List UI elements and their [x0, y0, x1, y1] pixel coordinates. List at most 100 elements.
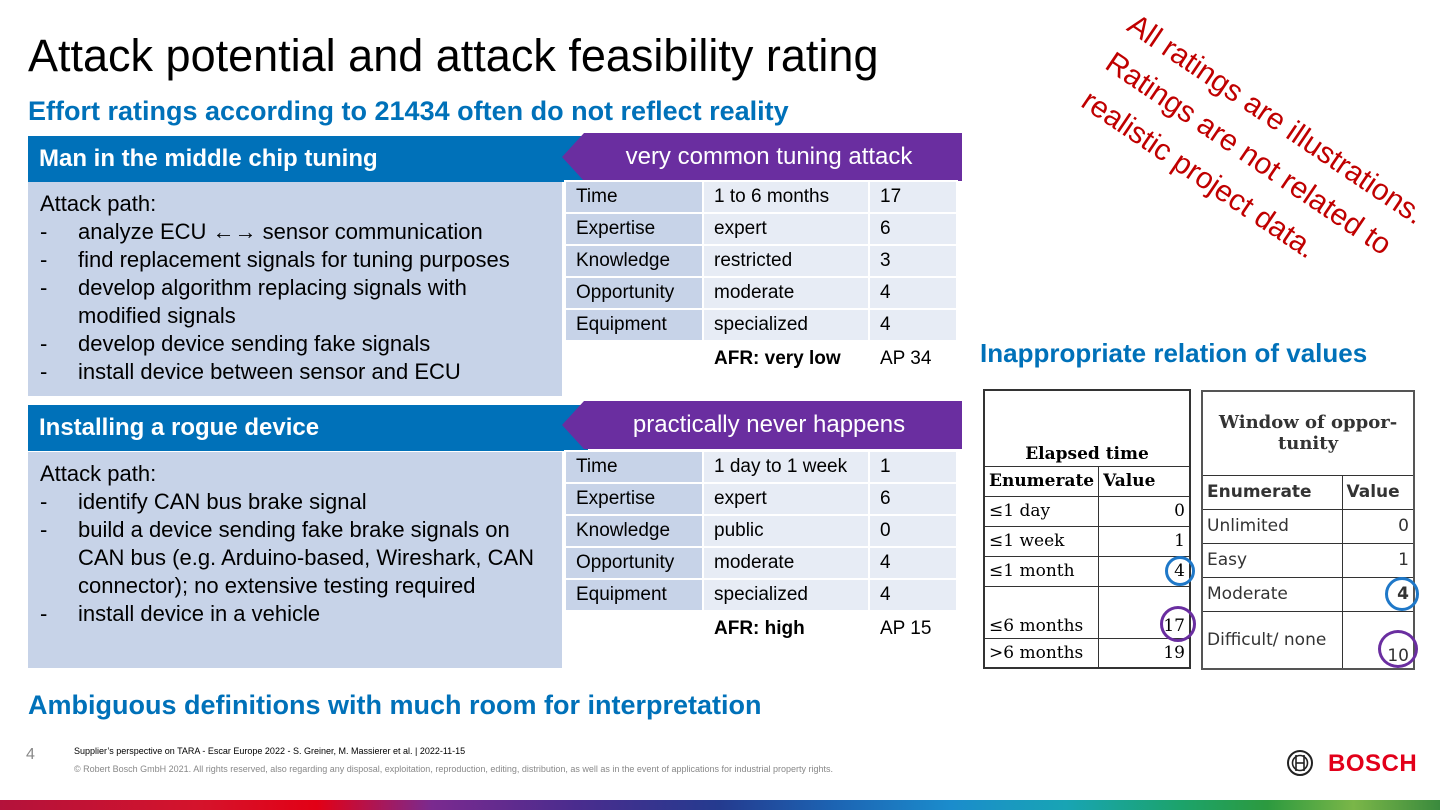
afr-value: AFR: high [702, 610, 870, 648]
table-row: Equipment specialized 4 [564, 578, 958, 612]
row-value: moderate [702, 546, 870, 580]
value-cell: 19 [1098, 637, 1191, 669]
highlight-circle [1160, 606, 1196, 642]
attack-path-label: Attack path: [40, 191, 157, 216]
attack-step: install device in a vehicle [40, 600, 550, 628]
scenario-2-title: Installing a rogue device [28, 405, 588, 451]
bosch-wordmark: BOSCH [1328, 750, 1418, 777]
elapsed-time-table: Elapsed time Enumerate Value ≤1 day 0 ≤1 w… [983, 389, 1191, 669]
value-cell: 1 [1341, 542, 1415, 578]
subheadline: Effort ratings according to 21434 often … [28, 96, 789, 126]
row-label: Opportunity [564, 276, 704, 310]
right-headline: Inappropriate relation of values [980, 338, 1368, 368]
row-value: moderate [702, 276, 870, 310]
enum-cell: Easy [1201, 542, 1343, 578]
enum-cell: ≤1 month [983, 555, 1100, 587]
scenario-1-title: Man in the middle chip tuning [28, 136, 588, 182]
table-row: Opportunity moderate 4 [564, 276, 958, 310]
row-number: 1 [868, 450, 958, 484]
value-cell: 1 [1098, 525, 1191, 557]
attack-step: develop algorithm replacing signals with… [40, 274, 550, 330]
row-label: Knowledge [564, 244, 704, 278]
enum-cell: >6 months [983, 637, 1100, 669]
row-number: 4 [868, 578, 958, 612]
row-number: 4 [868, 276, 958, 310]
row-value: 1 day to 1 week [702, 450, 870, 484]
row-value: expert [702, 212, 870, 246]
row-number: 4 [868, 546, 958, 580]
page-number: 4 [26, 746, 35, 763]
row-label: Expertise [564, 212, 704, 246]
row-number: 0 [868, 514, 958, 548]
row-number: 4 [868, 308, 958, 342]
bottom-headline: Ambiguous definitions with much room for… [28, 690, 762, 720]
scenario-2-attack-path: Attack path: identify CAN bus brake sign… [28, 452, 562, 668]
afr-row: AFR: very low AP 34 [564, 340, 958, 378]
row-value: specialized [702, 578, 870, 612]
col-header: Enumerate [1201, 474, 1343, 510]
attack-step: install device between sensor and ECU [40, 358, 550, 386]
highlight-circle [1385, 577, 1419, 611]
attack-path-label: Attack path: [40, 461, 157, 486]
enum-cell: Difficult/ none [1201, 610, 1343, 670]
scenario-1-attack-path: Attack path: analyze ECU ←→ sensor commu… [28, 182, 562, 396]
elapsed-time-title: Elapsed time [983, 389, 1191, 467]
scenario-2-rating-table: Time 1 day to 1 week 1 Expertise expert 6 Kn… [564, 450, 958, 648]
value-cell: 0 [1341, 508, 1415, 544]
table-row: Equipment specialized 4 [564, 308, 958, 342]
enum-cell: ≤1 week [983, 525, 1100, 557]
empty-cell [564, 340, 704, 378]
table-row: Time 1 day to 1 week 1 [564, 450, 958, 484]
scenario-2-tag: practically never happens [562, 401, 962, 449]
row-value: restricted [702, 244, 870, 278]
scenario-1-tag: very common tuning attack [562, 133, 962, 181]
row-number: 6 [868, 212, 958, 246]
attack-step: identify CAN bus brake signal [40, 488, 550, 516]
row-label: Equipment [564, 308, 704, 342]
row-label: Time [564, 180, 704, 214]
enum-cell: Unlimited [1201, 508, 1343, 544]
window-of-opportunity-table: Window of oppor- tunity Enumerate Value U… [1201, 390, 1415, 670]
enum-cell: ≤6 months [983, 585, 1100, 639]
ap-value: AP 34 [868, 340, 958, 378]
row-label: Time [564, 450, 704, 484]
row-value: specialized [702, 308, 870, 342]
row-number: 17 [868, 180, 958, 214]
afr-row: AFR: high AP 15 [564, 610, 958, 648]
row-value: public [702, 514, 870, 548]
bosch-logo-icon [1286, 749, 1314, 777]
enum-cell: ≤1 day [983, 495, 1100, 527]
col-header: Value [1098, 465, 1191, 497]
row-label: Equipment [564, 578, 704, 612]
table-row: Knowledge public 0 [564, 514, 958, 548]
enum-cell: Moderate [1201, 576, 1343, 612]
table-row: Opportunity moderate 4 [564, 546, 958, 580]
table-row: Time 1 to 6 months 17 [564, 180, 958, 214]
row-number: 6 [868, 482, 958, 516]
attack-step: build a device sending fake brake signal… [40, 516, 550, 600]
footer-copyright: © Robert Bosch GmbH 2021. All rights res… [74, 764, 834, 774]
window-table-title: Window of oppor- tunity [1201, 390, 1415, 476]
attack-step: find replacement signals for tuning purp… [40, 246, 550, 274]
highlight-circle [1378, 630, 1418, 668]
empty-cell [564, 610, 704, 648]
col-header: Value [1341, 474, 1415, 510]
value-cell: 0 [1098, 495, 1191, 527]
row-value: expert [702, 482, 870, 516]
row-label: Expertise [564, 482, 704, 516]
row-value: 1 to 6 months [702, 180, 870, 214]
scenario-1-rating-table: Time 1 to 6 months 17 Expertise expert 6 Kno… [564, 180, 958, 378]
brand-color-band [0, 800, 1440, 810]
col-header: Enumerate [983, 465, 1100, 497]
row-number: 3 [868, 244, 958, 278]
row-label: Opportunity [564, 546, 704, 580]
row-label: Knowledge [564, 514, 704, 548]
table-row: Expertise expert 6 [564, 482, 958, 516]
attack-step: analyze ECU ←→ sensor communication [40, 218, 550, 246]
attack-step: develop device sending fake signals [40, 330, 550, 358]
table-row: Expertise expert 6 [564, 212, 958, 246]
afr-value: AFR: very low [702, 340, 870, 378]
footer-citation: Supplier’s perspective on TARA - Escar E… [74, 746, 466, 756]
page-title: Attack potential and attack feasibility … [28, 30, 879, 81]
table-row: Knowledge restricted 3 [564, 244, 958, 278]
